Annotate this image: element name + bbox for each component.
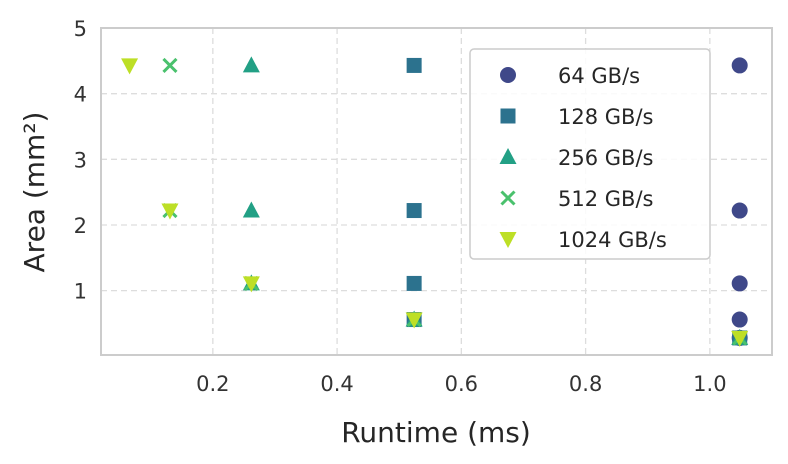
data-point: [405, 312, 423, 329]
legend-marker: [500, 190, 516, 206]
data-point: [242, 276, 260, 293]
legend-marker: [499, 148, 517, 164]
legend-marker: [499, 232, 517, 248]
legend-item: 64 GB/s: [500, 64, 640, 88]
legend-label: 64 GB/s: [558, 64, 640, 88]
legend: 64 GB/s 128 GB/s 256 GB/s 512 GB/s 1024 GB/s: [469, 48, 711, 260]
y-axis-title: Area (mm²): [18, 112, 51, 273]
legend-item: 256 GB/s: [499, 146, 653, 170]
x-axis-title: Runtime (ms): [341, 416, 531, 449]
x-tick-label: 0.6: [445, 372, 478, 396]
data-point: [121, 58, 139, 75]
data-point: [731, 311, 748, 328]
y-tick-label: 3: [74, 148, 87, 172]
data-point: [731, 57, 748, 74]
legend-item: 1024 GB/s: [499, 228, 667, 252]
legend-item: 512 GB/s: [500, 187, 653, 211]
x-tick-label: 1.0: [693, 372, 726, 396]
data-point: [731, 330, 749, 347]
y-tick-label: 5: [74, 17, 87, 41]
legend-label: 512 GB/s: [558, 187, 653, 211]
data-points: [121, 56, 749, 347]
y-tick-label: 4: [74, 83, 87, 107]
legend-label: 1024 GB/s: [558, 228, 667, 252]
data-point: [406, 57, 422, 73]
x-tick-label: 0.2: [196, 372, 229, 396]
legend-label: 256 GB/s: [558, 146, 653, 170]
data-point: [242, 201, 260, 218]
series-5: [121, 58, 749, 347]
data-point: [406, 275, 422, 291]
series-1: [731, 57, 748, 346]
legend-item: 128 GB/s: [500, 105, 653, 129]
y-tick-label: 2: [74, 214, 87, 238]
data-point: [406, 203, 422, 219]
data-point: [731, 202, 748, 219]
legend-marker: [500, 67, 516, 83]
legend-label: 128 GB/s: [558, 105, 653, 129]
legend-items: 64 GB/s 128 GB/s 256 GB/s 512 GB/s 1024 GB/s: [499, 64, 667, 252]
x-axis-ticks: 0.2 0.4 0.6 0.8 1.0: [196, 372, 726, 396]
x-tick-label: 0.4: [320, 372, 353, 396]
legend-marker: [500, 108, 516, 124]
data-point: [731, 275, 748, 292]
data-point: [242, 56, 260, 73]
legend-box: [469, 48, 711, 260]
data-point: [161, 203, 179, 220]
y-axis-ticks: 1 2 3 4 5: [74, 17, 87, 304]
x-tick-label: 0.8: [569, 372, 602, 396]
y-tick-label: 1: [74, 280, 87, 304]
plot-frame: [100, 27, 773, 356]
data-point: [162, 57, 178, 73]
